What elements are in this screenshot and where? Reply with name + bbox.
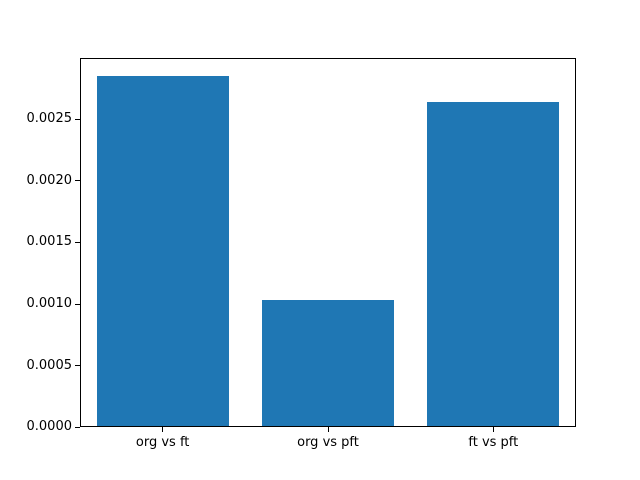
y-tick-label: 0.0005 bbox=[26, 357, 73, 373]
y-tick-mark bbox=[75, 180, 80, 182]
x-tick-label: org vs ft bbox=[135, 435, 190, 451]
bar-org-vs-ft bbox=[96, 76, 229, 428]
x-tick-label: ft vs pft bbox=[468, 435, 519, 451]
y-tick-mark bbox=[75, 241, 80, 243]
x-tick-mark bbox=[162, 427, 164, 433]
bar-ft-vs-pft bbox=[427, 101, 560, 428]
y-tick-mark bbox=[75, 118, 80, 120]
y-tick-mark bbox=[75, 426, 80, 428]
y-tick-label: 0.0015 bbox=[26, 234, 73, 250]
y-tick-label: 0.0020 bbox=[26, 172, 73, 188]
x-tick-label: org vs pft bbox=[297, 435, 359, 451]
y-tick-mark bbox=[75, 303, 80, 305]
x-tick-mark bbox=[327, 427, 329, 433]
y-tick-label: 0.0025 bbox=[26, 111, 73, 127]
x-tick-mark bbox=[492, 427, 494, 433]
y-tick-mark bbox=[75, 365, 80, 367]
bar-org-vs-pft bbox=[261, 300, 395, 428]
y-tick-label: 0.0000 bbox=[26, 419, 73, 435]
y-tick-label: 0.0010 bbox=[26, 296, 73, 311]
